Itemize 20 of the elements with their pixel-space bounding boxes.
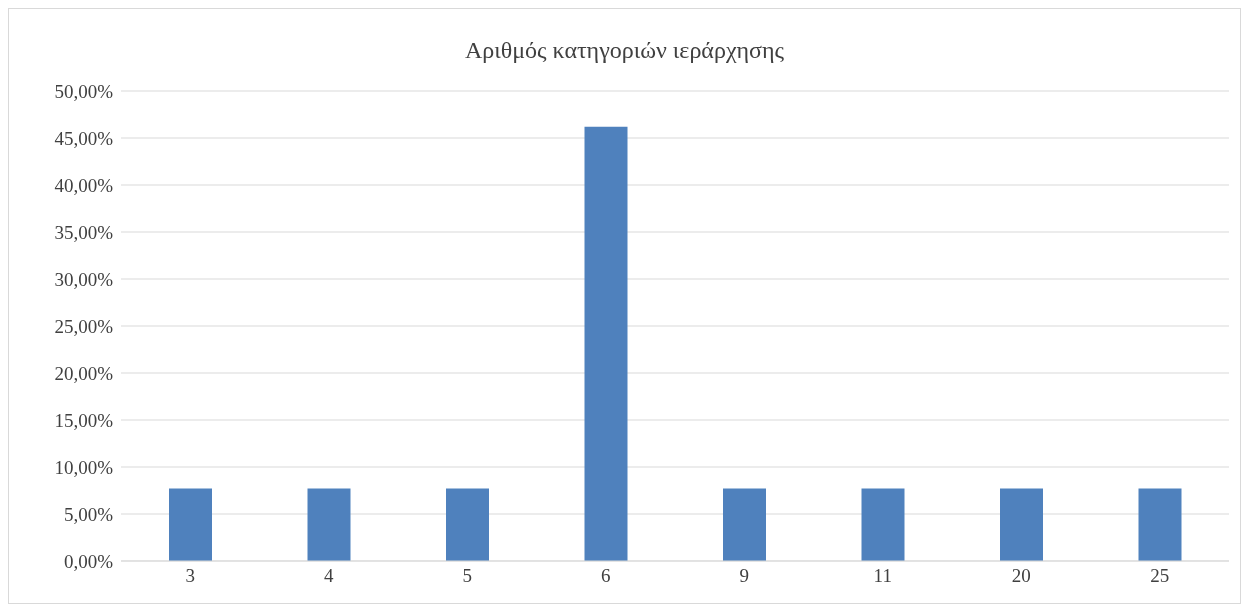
- y-tick-label: 25,00%: [54, 315, 114, 337]
- x-tick-label: 25: [1150, 565, 1170, 587]
- y-tick-label: 20,00%: [54, 362, 114, 384]
- y-tick-label: 15,00%: [54, 409, 114, 431]
- y-tick-label: 30,00%: [54, 268, 114, 290]
- x-tick-label: 11: [873, 565, 892, 587]
- y-tick-label: 10,00%: [54, 456, 114, 478]
- x-tick-label: 3: [185, 565, 195, 587]
- y-tick-label: 35,00%: [54, 221, 114, 243]
- y-tick-label: 5,00%: [63, 503, 114, 525]
- x-tick-label: 6: [601, 565, 611, 587]
- x-tick-label: 5: [462, 565, 472, 587]
- x-tick-label: 20: [1011, 565, 1031, 587]
- y-tick-label: 0,00%: [63, 550, 114, 572]
- chart-title: Αριθμός κατηγοριών ιεράρχησης: [463, 37, 786, 64]
- y-tick-label: 50,00%: [54, 80, 114, 102]
- x-tick-label: 4: [324, 565, 334, 587]
- y-tick-label: 40,00%: [54, 174, 114, 196]
- x-tick-label: 9: [739, 565, 749, 587]
- y-tick-label: 45,00%: [54, 127, 114, 149]
